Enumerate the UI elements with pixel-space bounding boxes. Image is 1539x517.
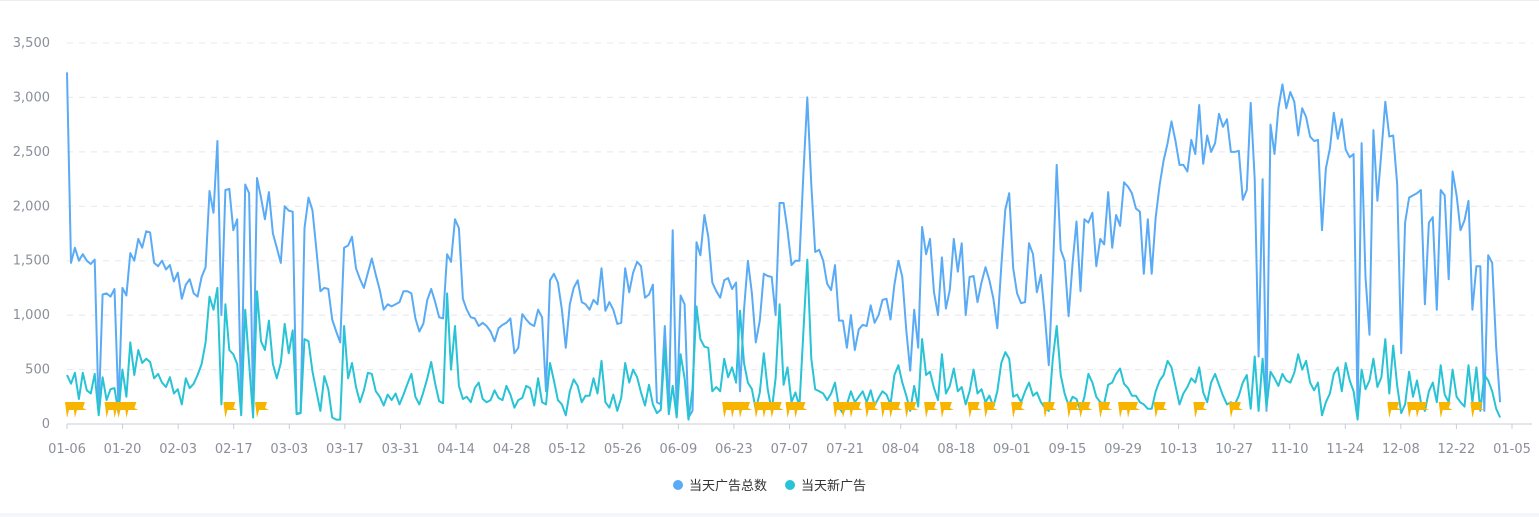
event-marker-flag xyxy=(1470,402,1485,418)
x-tick-label: 04-28 xyxy=(493,442,531,457)
event-marker-flag xyxy=(1193,402,1208,418)
event-marker-flag xyxy=(1066,402,1081,418)
event-marker-flag xyxy=(1153,402,1168,418)
legend-item-total[interactable]: 当天广告总数 xyxy=(672,475,767,494)
event-marker-flag xyxy=(738,402,753,418)
x-tick-label: 09-15 xyxy=(1048,442,1086,457)
y-tick-label: 0 xyxy=(42,417,50,432)
x-tick-label: 06-23 xyxy=(715,442,753,457)
legend-dot-total xyxy=(672,479,683,490)
event-marker-flag xyxy=(769,402,784,418)
x-tick-label: 04-14 xyxy=(437,442,475,457)
y-tick-label: 3,500 xyxy=(13,36,50,51)
event-marker-flag xyxy=(983,402,998,418)
event-marker-flag xyxy=(124,402,139,418)
x-tick-label: 10-13 xyxy=(1160,442,1198,457)
x-tick-label: 11-10 xyxy=(1271,442,1309,457)
x-tick-label: 01-20 xyxy=(104,442,142,457)
event-marker-flag xyxy=(904,402,919,418)
y-tick-label: 2,000 xyxy=(13,199,50,214)
y-tick-label: 3,000 xyxy=(13,90,50,105)
event-marker-flag xyxy=(255,402,270,418)
event-marker-flag xyxy=(1125,402,1140,418)
event-marker-flag xyxy=(848,402,863,418)
y-tick-label: 1,000 xyxy=(13,308,50,323)
event-marker-flag xyxy=(1078,402,1093,418)
series-line-new xyxy=(66,258,1502,421)
x-tick-label: 01-05 xyxy=(1493,442,1531,457)
y-tick-label: 500 xyxy=(25,363,50,378)
event-marker-flag xyxy=(1042,402,1057,418)
event-marker-flag xyxy=(1414,402,1429,418)
x-tick-label: 07-07 xyxy=(771,442,809,457)
x-tick-label: 05-12 xyxy=(548,442,586,457)
x-tick-label: 06-09 xyxy=(659,442,697,457)
event-marker-flag xyxy=(1228,402,1243,418)
x-tick-label: 03-03 xyxy=(270,442,308,457)
x-axis: 01-06 01-20 02-03 02-17 03-03 03-17 03-31 04-14… xyxy=(48,423,1532,457)
x-tick-label: 07-21 xyxy=(826,442,864,457)
x-tick-label: 03-31 xyxy=(382,442,420,457)
event-markers xyxy=(65,402,1485,418)
event-marker-flag xyxy=(888,402,903,418)
event-marker-flag xyxy=(967,402,982,418)
x-tick-label: 05-26 xyxy=(604,442,642,457)
y-tick-label: 2,500 xyxy=(13,145,50,160)
x-tick-label: 11-24 xyxy=(1326,442,1364,457)
event-marker-flag xyxy=(1098,402,1113,418)
event-marker-flag xyxy=(1387,402,1402,418)
event-marker-flag xyxy=(72,402,87,418)
event-marker-flag xyxy=(223,402,238,418)
legend-dot-new xyxy=(785,479,795,490)
legend-label-total: 当天广告总数 xyxy=(688,479,767,494)
legend-item-new[interactable]: 当天新广告 xyxy=(785,475,866,494)
x-tick-label: 10-27 xyxy=(1215,442,1253,457)
x-tick-label: 09-29 xyxy=(1104,442,1142,457)
event-marker-flag xyxy=(864,402,879,418)
series-line-total xyxy=(66,72,1502,419)
x-tick-label: 08-04 xyxy=(882,442,920,457)
x-tick-label: 01-06 xyxy=(48,442,86,457)
x-tick-label: 09-01 xyxy=(993,442,1031,457)
event-marker-flag xyxy=(793,402,808,418)
grid-lines xyxy=(67,42,1532,371)
event-marker-flag xyxy=(1011,402,1026,418)
event-marker-flag xyxy=(924,402,939,418)
event-marker-flag xyxy=(1438,402,1453,418)
x-tick-label: 02-03 xyxy=(159,442,197,457)
series-lines xyxy=(66,72,1502,421)
y-axis: 0 500 1,000 1,500 2,000 2,500 3,000 3,500 xyxy=(13,36,50,432)
x-tick-label: 12-22 xyxy=(1438,442,1476,457)
x-tick-label: 03-17 xyxy=(326,442,364,457)
legend-label-new: 当天新广告 xyxy=(801,479,867,494)
x-tick-label: 12-08 xyxy=(1382,442,1420,457)
event-marker-flag xyxy=(939,402,954,418)
x-tick-label: 08-18 xyxy=(937,442,975,457)
x-tick-label: 02-17 xyxy=(215,442,253,457)
legend: 当天广告总数 当天新广告 xyxy=(0,475,1539,494)
y-tick-label: 1,500 xyxy=(13,254,50,269)
